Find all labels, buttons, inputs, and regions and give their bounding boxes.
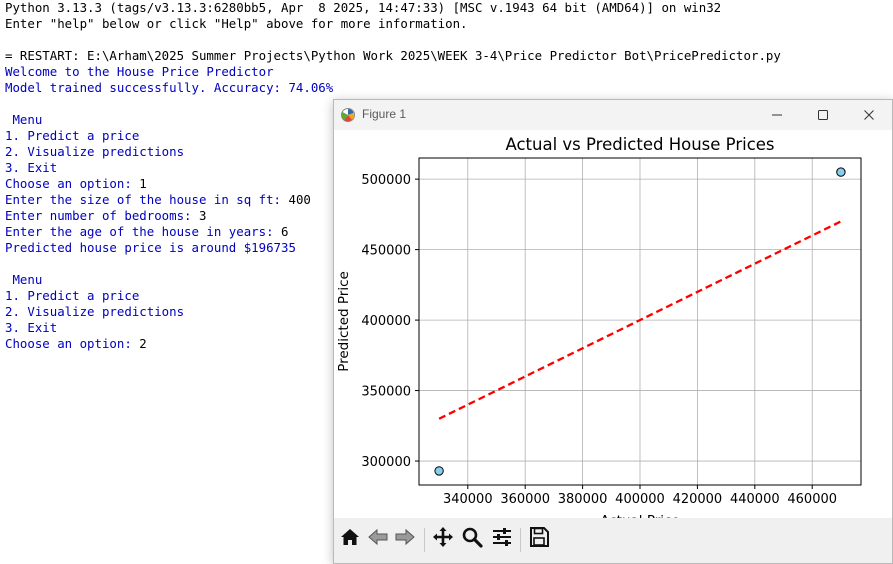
x-tick-label: 400000 [615, 492, 665, 507]
x-tick-label: 420000 [673, 492, 723, 507]
figure-canvas[interactable]: 340000 360000 380000 400000 420000 440000 4600… [334, 130, 892, 518]
console-line: 2. Visualize predictions [5, 144, 185, 159]
console-line: Enter number of bedrooms: 3 [5, 208, 206, 224]
forward-button[interactable] [392, 526, 418, 552]
x-tick-label: 440000 [730, 492, 780, 507]
console-user-input: 6 [281, 224, 289, 239]
figure-window[interactable]: Figure 1 340000 360000 380000 400000 420000 4… [333, 99, 893, 564]
scatter-plot: 340000 360000 380000 400000 420000 440000 4600… [336, 135, 862, 518]
console-user-input: 400 [288, 192, 311, 207]
console-prompt: Choose an option: [5, 176, 140, 191]
x-tick-label: 340000 [443, 492, 493, 507]
console-line: Enter the age of the house in years: 6 [5, 224, 288, 240]
pan-icon [432, 526, 454, 552]
toolbar-separator [424, 528, 425, 552]
zoom-button[interactable] [459, 526, 485, 552]
configure-subplots-icon [491, 526, 513, 552]
console-line: Choose an option: 2 [5, 336, 147, 352]
x-tick-label: 460000 [787, 492, 837, 507]
console-line: 1. Predict a price [5, 288, 140, 303]
zoom-icon [461, 526, 483, 552]
maximize-icon [817, 106, 829, 125]
figure-window-title: Figure 1 [362, 107, 407, 121]
console-line: 1. Predict a price [5, 128, 140, 143]
y-tick-label: 300000 [361, 455, 411, 470]
console-line: Python 3.13.3 (tags/v3.13.3:6280bb5, Apr… [5, 0, 722, 15]
save-icon [528, 526, 550, 552]
console-line: Enter the size of the house in sq ft: 40… [5, 192, 311, 208]
x-axis-label: Actual Price [600, 513, 680, 518]
console-user-input: 2 [139, 336, 147, 351]
back-button[interactable] [365, 526, 391, 552]
console-prompt: Enter the age of the house in years: [5, 224, 282, 239]
data-point [836, 167, 846, 177]
y-tick-label: 400000 [361, 314, 411, 329]
y-axis-label: Predicted Price [336, 271, 352, 372]
x-tick-label: 380000 [558, 492, 608, 507]
home-icon [339, 526, 361, 552]
matplotlib-app-icon [340, 107, 356, 123]
pan-button[interactable] [430, 526, 456, 552]
console-line: Predicted house price is around $196735 [5, 240, 296, 255]
console-line: Model trained successfully. Accuracy: 74… [5, 80, 334, 95]
reference-line [438, 220, 842, 420]
console-user-input: 3 [198, 208, 207, 223]
console-line: 3. Exit [5, 160, 58, 175]
chart-title: Actual vs Predicted House Prices [505, 135, 774, 154]
toolbar-separator [520, 528, 521, 552]
console-line: Menu [5, 112, 43, 127]
close-icon [863, 106, 875, 125]
console-line: 2. Visualize predictions [5, 304, 185, 319]
console-prompt: Choose an option: [5, 336, 140, 351]
console-line: Welcome to the House Price Predictor [5, 64, 274, 79]
back-icon [367, 526, 389, 552]
console-user-input: 1 [139, 176, 147, 191]
console-line: 3. Exit [5, 320, 58, 335]
y-tick-label: 500000 [361, 173, 411, 188]
close-button[interactable] [846, 100, 892, 130]
data-point [434, 466, 444, 476]
navigation-toolbar [334, 518, 892, 563]
y-tick-label: 350000 [361, 385, 411, 400]
console-prompt: Enter the size of the house in sq ft: [5, 192, 289, 207]
console-line: Menu [5, 272, 43, 287]
minimize-icon [771, 106, 783, 125]
maximize-button[interactable] [800, 100, 846, 130]
console-line: Enter "help" below or click "Help" above… [5, 16, 468, 31]
forward-icon [394, 526, 416, 552]
home-button[interactable] [337, 526, 363, 552]
console-line: Choose an option: 1 [5, 176, 147, 192]
figure-titlebar[interactable]: Figure 1 [334, 100, 892, 130]
save-button[interactable] [526, 526, 552, 552]
configure-subplots-button[interactable] [489, 526, 515, 552]
y-tick-label: 450000 [361, 244, 411, 259]
console-prompt: Enter number of bedrooms: [5, 208, 199, 223]
console-line: = RESTART: E:\Arham\2025 Summer Projects… [5, 48, 781, 63]
minimize-button[interactable] [754, 100, 800, 130]
x-tick-label: 360000 [500, 492, 550, 507]
